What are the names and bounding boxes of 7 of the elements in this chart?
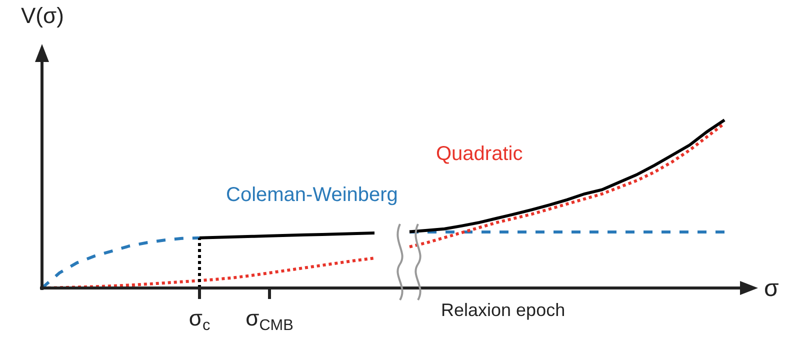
x-tick-label: σ$_{c}$ xyxy=(188,305,210,334)
text: Relaxion epoch xyxy=(441,300,566,320)
y-axis-title: V(σ) xyxy=(21,3,64,28)
series-label: Coleman-Weinberg xyxy=(226,184,398,206)
text: Quadratic xyxy=(436,143,523,165)
x-tick-label: σ$_{CMB}$ xyxy=(246,305,294,334)
x-axis-title: σ xyxy=(764,275,779,302)
